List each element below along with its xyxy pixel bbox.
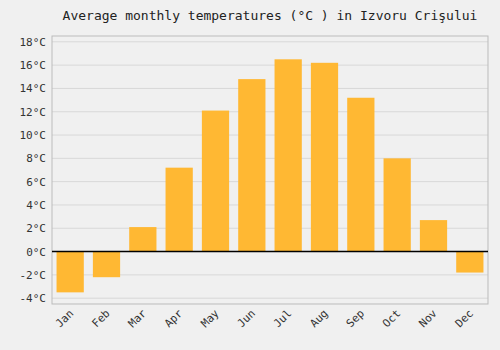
grid-line (52, 181, 488, 182)
x-tick-label: Feb (89, 307, 112, 330)
y-tick-label: -4°C (20, 292, 47, 305)
grid-line (52, 158, 488, 159)
grid-line (52, 298, 488, 299)
y-tick-label: 14°C (20, 82, 47, 95)
x-axis: Jan Feb Mar Apr May Jun Jul Aug Sep Oct Nov Dec (53, 307, 476, 331)
bars (52, 59, 488, 292)
y-tick-label: 16°C (20, 59, 47, 72)
grid-line (52, 204, 488, 205)
background (0, 0, 500, 350)
bar (93, 252, 120, 278)
plot-frame (52, 36, 488, 304)
bar (129, 227, 156, 251)
grid (52, 42, 488, 298)
x-tick-label: Dec (453, 307, 476, 330)
x-tick-label: Jan (53, 307, 76, 330)
y-axis: -4°C -2°C 0°C 2°C 4°C 6°C 8°C 10°C 12°C 14°C 16°C 1… (20, 36, 47, 305)
x-tick-label: Mar (126, 307, 150, 331)
y-tick-label: 0°C (26, 246, 46, 259)
grid-line (52, 111, 488, 112)
bar (311, 63, 338, 252)
bar (384, 158, 411, 251)
grid-line (52, 65, 488, 66)
x-tick-label: Jun (235, 307, 258, 330)
bar (166, 168, 193, 252)
y-tick-label: 6°C (26, 176, 46, 189)
x-tick-label: Oct (380, 307, 403, 330)
x-tick-label: Aug (307, 307, 330, 330)
grid-line (52, 135, 488, 136)
title: Average monthly temperatures (°C ) in Iz… (63, 8, 478, 23)
y-tick-label: 18°C (20, 36, 47, 49)
x-tick-label: Nov (416, 307, 440, 331)
y-tick-label: 10°C (20, 129, 47, 142)
bar (420, 220, 447, 251)
x-tick-label: May (198, 307, 222, 331)
bar (238, 79, 265, 251)
bar (456, 252, 483, 273)
grid-line (52, 41, 488, 42)
x-tick-label: Sep (344, 307, 367, 330)
x-tick-label: Apr (162, 307, 186, 331)
y-tick-label: 12°C (20, 106, 47, 119)
bar (347, 98, 374, 252)
bar (275, 59, 302, 251)
y-tick-label: 2°C (26, 222, 46, 235)
x-tick-label: Jul (271, 307, 294, 330)
y-tick-label: 8°C (26, 152, 46, 165)
chart: Average monthly temperatures (°C ) in Iz… (0, 0, 500, 350)
zero-line (52, 251, 488, 253)
bar (202, 111, 229, 252)
bar (57, 252, 84, 293)
grid-line (52, 251, 488, 252)
chart-container: Average monthly temperatures (°C ) in Iz… (0, 0, 500, 350)
y-tick-label: -2°C (20, 269, 47, 282)
y-tick-label: 4°C (26, 199, 46, 212)
grid-line (52, 88, 488, 89)
